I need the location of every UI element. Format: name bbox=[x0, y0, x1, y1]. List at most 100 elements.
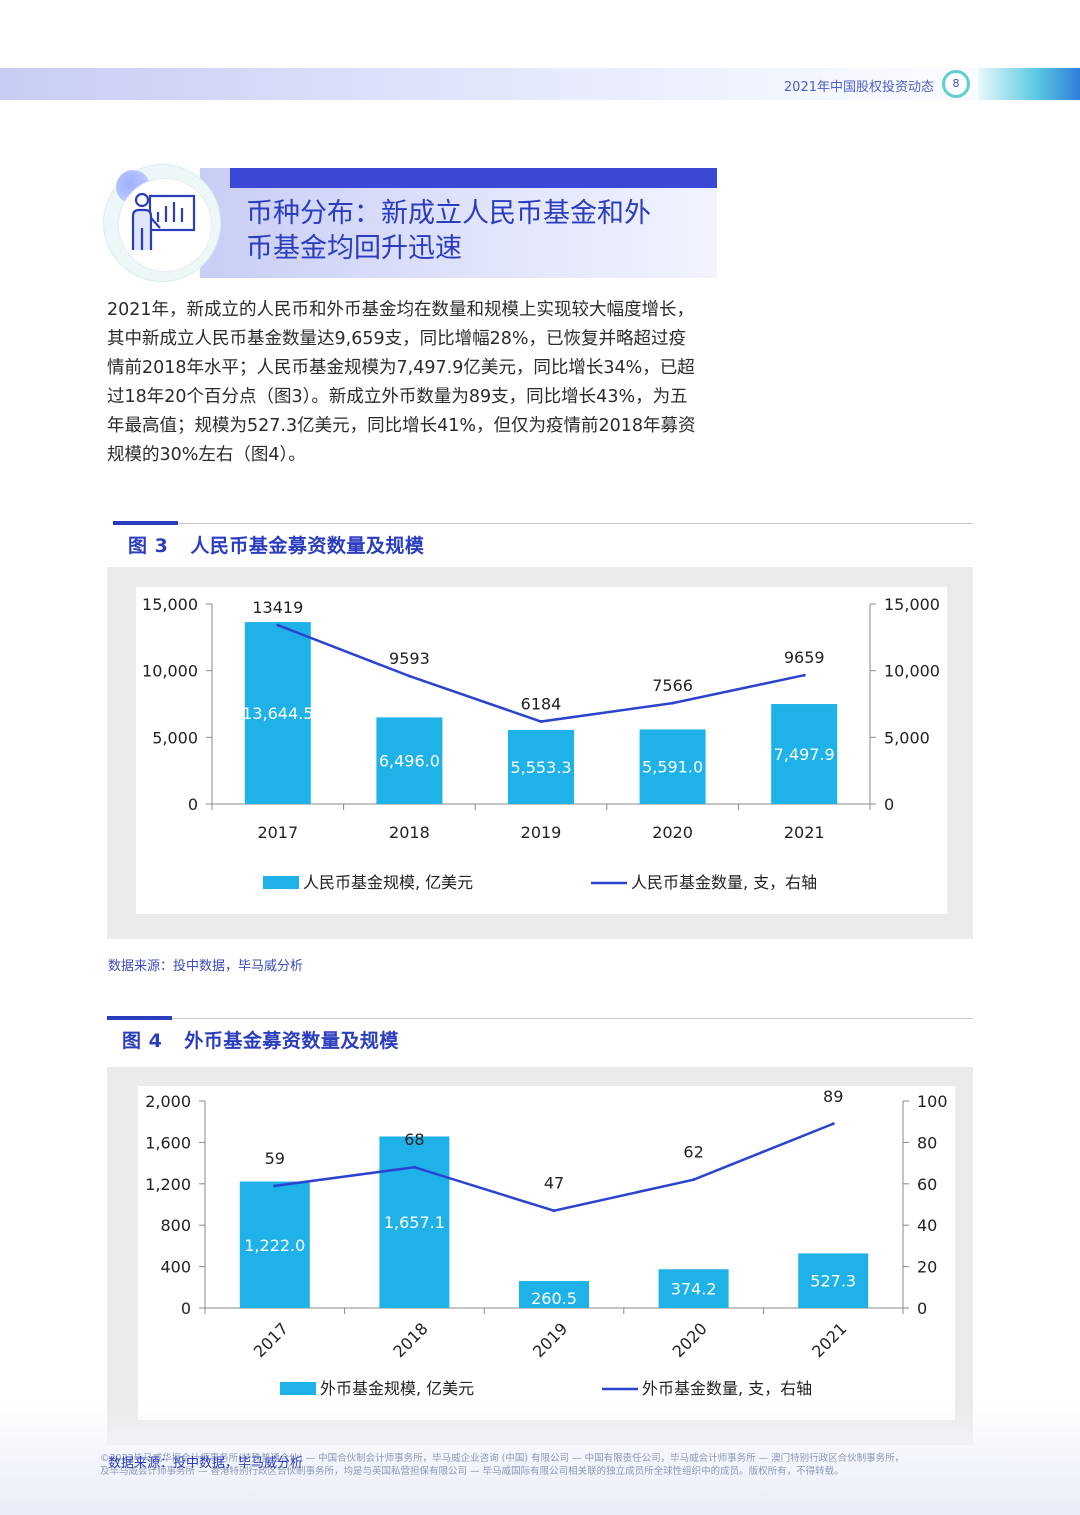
bar-value-label: 5,591.0 bbox=[642, 758, 703, 777]
line-value-label: 6184 bbox=[521, 695, 562, 714]
bar-value-label: 6,496.0 bbox=[379, 752, 440, 771]
x-axis-category-label: 2019 bbox=[529, 1319, 571, 1361]
left-axis-tick-label: 15,000 bbox=[142, 595, 198, 614]
legend-bar-label: 外币基金规模, 亿美元 bbox=[320, 1379, 474, 1398]
x-axis-category-label: 2020 bbox=[669, 1319, 711, 1361]
left-axis-tick-label: 1,600 bbox=[145, 1133, 191, 1152]
x-axis-category-label: 2021 bbox=[784, 823, 825, 842]
figure4-tab bbox=[107, 1016, 172, 1020]
bar-value-label: 260.5 bbox=[531, 1289, 577, 1308]
line-value-label: 89 bbox=[823, 1087, 843, 1106]
line-point bbox=[407, 674, 411, 678]
line-value-label: 47 bbox=[544, 1174, 564, 1193]
bar bbox=[239, 1181, 310, 1308]
bar-value-label: 7,497.9 bbox=[774, 745, 835, 764]
left-axis-tick-label: 1,200 bbox=[145, 1175, 191, 1194]
figure3-label: 图 3 bbox=[128, 535, 169, 557]
figure4-label: 图 4 bbox=[122, 1030, 163, 1052]
bar-value-label: 1,657.1 bbox=[384, 1213, 445, 1232]
header-accent-bar bbox=[978, 68, 1080, 100]
right-axis-tick-label: 5,000 bbox=[884, 728, 930, 747]
figure4-chart: 0 400 800 1,200 1,600 2,000 0 20 40 60 80 100 1,222.… bbox=[145, 1087, 948, 1398]
figure3-tab bbox=[113, 521, 178, 525]
right-axis-tick-label: 20 bbox=[917, 1258, 937, 1277]
line-point bbox=[276, 623, 280, 627]
line-point bbox=[802, 673, 806, 677]
line-point bbox=[831, 1122, 835, 1126]
bar bbox=[798, 1253, 869, 1308]
bar bbox=[508, 729, 574, 804]
footer-note-line: ©2022毕马威华振会计师事务所(特殊普通合伙) — 中国合伙制会计师事务所，毕… bbox=[100, 1453, 905, 1464]
left-axis-tick-label: 0 bbox=[188, 795, 198, 814]
header-band bbox=[0, 68, 1080, 100]
bar bbox=[379, 1136, 450, 1308]
figure4-source: 数据来源：投中数据，毕马威分析 bbox=[108, 1456, 304, 1471]
report-title: 2021年中国股权投资动态 bbox=[783, 80, 934, 95]
section-heading-accent bbox=[230, 168, 717, 188]
left-axis-tick-label: 5,000 bbox=[152, 728, 198, 747]
line-point bbox=[692, 1178, 696, 1182]
figure3-title: 图 3 人民币基金募资数量及规模 bbox=[128, 531, 424, 558]
figure3-rule bbox=[113, 523, 973, 524]
figure4-title-text: 外币基金募资数量及规模 bbox=[184, 1030, 399, 1052]
page-number: 8 bbox=[942, 70, 970, 98]
footer-background bbox=[0, 1400, 1080, 1515]
left-axis-tick-label: 800 bbox=[160, 1216, 191, 1235]
right-axis-tick-label: 60 bbox=[917, 1175, 937, 1194]
footer-note-line: 及毕马威会计师事务所 — 香港特别行政区合伙制事务所，均是与英国私营担保有限公司… bbox=[100, 1466, 844, 1477]
figure4-plot-area: 0 400 800 1,200 1,600 2,000 0 20 40 60 80 100 1,222.… bbox=[138, 1086, 955, 1420]
x-axis-category-label: 2019 bbox=[521, 823, 562, 842]
figure3-source: 数据来源：投中数据，毕马威分析 bbox=[108, 959, 304, 974]
bar-value-label: 5,553.3 bbox=[510, 758, 571, 777]
right-axis-tick-label: 15,000 bbox=[884, 595, 940, 614]
intro-line: 情前2018年水平；人民币基金规模为7,497.9亿美元，同比增长34%，已超 bbox=[107, 358, 695, 378]
line-value-label: 9659 bbox=[784, 648, 825, 667]
figure3-title-text: 人民币基金募资数量及规模 bbox=[190, 535, 425, 557]
bar bbox=[376, 717, 443, 804]
bar-value-label: 1,222.0 bbox=[244, 1236, 305, 1255]
line-point bbox=[539, 720, 543, 724]
x-axis-category-label: 2021 bbox=[808, 1319, 850, 1361]
right-axis-tick-label: 10,000 bbox=[884, 662, 940, 681]
legend-line-label: 外币基金数量, 支，右轴 bbox=[642, 1379, 812, 1398]
line-value-label: 7566 bbox=[652, 676, 693, 695]
line-point bbox=[412, 1165, 416, 1169]
legend-bar-swatch bbox=[280, 1382, 316, 1395]
right-axis-tick-label: 100 bbox=[917, 1092, 948, 1111]
intro-paragraph: 2021年，新成立的人民币和外币基金均在数量和规模上实现较大幅度增长， 其中新成… bbox=[107, 296, 727, 470]
right-axis-tick-label: 40 bbox=[917, 1216, 937, 1235]
section-title-line-2: 币基金均回升迅速 bbox=[246, 233, 462, 264]
intro-line: 2021年，新成立的人民币和外币基金均在数量和规模上实现较大幅度增长， bbox=[107, 300, 695, 320]
figure4-title: 图 4 外币基金募资数量及规模 bbox=[122, 1026, 399, 1053]
left-axis-tick-label: 0 bbox=[181, 1299, 191, 1318]
intro-line: 过18年20个百分点（图3）。新成立外币数量为89支，同比增长43%，为五 bbox=[107, 387, 688, 407]
bar bbox=[244, 622, 311, 804]
x-axis-category-label: 2017 bbox=[250, 1319, 292, 1361]
legend-bar-swatch bbox=[263, 876, 299, 889]
bar-value-label: 527.3 bbox=[810, 1272, 856, 1291]
bar bbox=[771, 704, 838, 804]
line-point bbox=[273, 1184, 277, 1188]
right-axis-tick-label: 80 bbox=[917, 1133, 937, 1152]
right-axis-tick-label: 0 bbox=[884, 795, 894, 814]
x-axis-category-label: 2020 bbox=[652, 823, 693, 842]
bar bbox=[658, 1269, 729, 1308]
presentation-chart-icon bbox=[131, 192, 196, 250]
bar-value-label: 374.2 bbox=[671, 1280, 717, 1299]
line-value-label: 62 bbox=[683, 1143, 703, 1162]
legend-bar-label: 人民币基金规模, 亿美元 bbox=[303, 873, 473, 892]
footer-legal-note: ©2022毕马威华振会计师事务所(特殊普通合伙) — 中国合伙制会计师事务所，毕… bbox=[100, 1452, 990, 1478]
line-value-label: 68 bbox=[404, 1130, 424, 1149]
section-title: 币种分布：新成立人民币基金和外 币基金均回升迅速 bbox=[246, 196, 706, 266]
left-axis-tick-label: 2,000 bbox=[145, 1092, 191, 1111]
x-axis-category-label: 2017 bbox=[257, 823, 298, 842]
section-title-line-1: 币种分布：新成立人民币基金和外 bbox=[246, 198, 651, 229]
intro-line: 规模的30%左右（图4）。 bbox=[107, 445, 306, 465]
line-value-label: 13419 bbox=[252, 598, 303, 617]
figure3-chart: 0 5,000 10,000 15,000 0 5,000 10,000 15,000 13,6… bbox=[142, 595, 940, 892]
bar bbox=[519, 1281, 589, 1308]
intro-line: 其中新成立人民币基金数量达9,659支，同比增幅28%，已恢复并略超过疫 bbox=[107, 329, 686, 349]
line-value-label: 59 bbox=[265, 1149, 285, 1168]
x-axis-category-label: 2018 bbox=[389, 823, 430, 842]
figure4-rule bbox=[107, 1018, 973, 1019]
